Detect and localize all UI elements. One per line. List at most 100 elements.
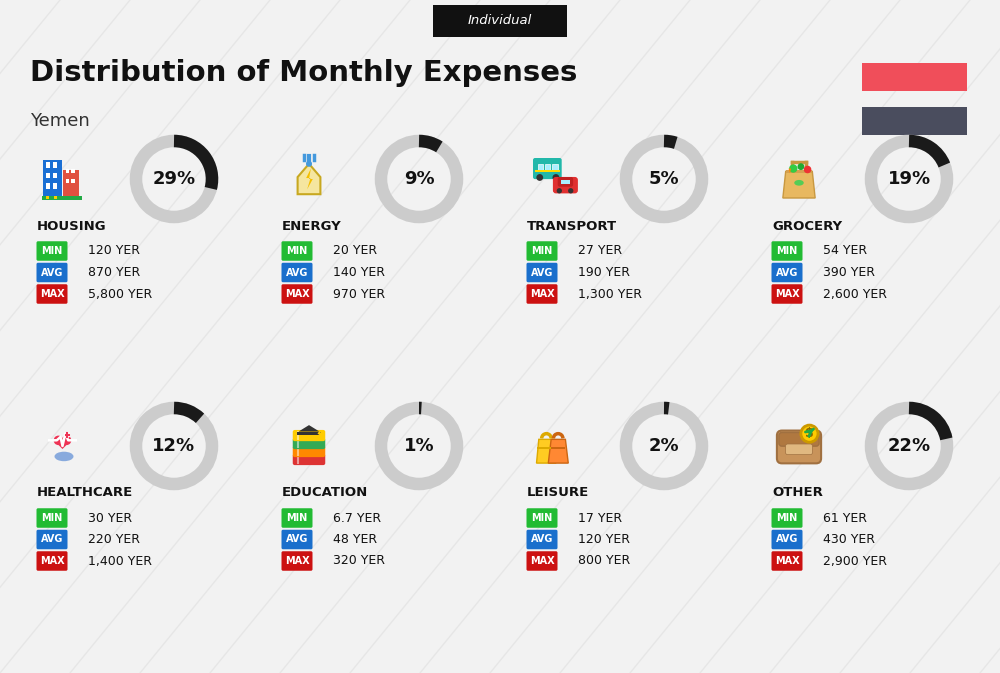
FancyBboxPatch shape	[772, 262, 802, 282]
FancyBboxPatch shape	[538, 164, 543, 170]
FancyBboxPatch shape	[433, 5, 567, 37]
FancyBboxPatch shape	[66, 169, 69, 174]
FancyBboxPatch shape	[282, 530, 312, 549]
Text: MIN: MIN	[286, 513, 308, 523]
Polygon shape	[306, 168, 313, 190]
Text: 54 YER: 54 YER	[823, 244, 867, 258]
Text: $: $	[805, 427, 814, 440]
FancyBboxPatch shape	[545, 164, 550, 170]
FancyBboxPatch shape	[526, 241, 558, 260]
Text: 390 YER: 390 YER	[823, 266, 875, 279]
FancyBboxPatch shape	[526, 530, 558, 549]
Text: 2,600 YER: 2,600 YER	[823, 287, 887, 301]
FancyBboxPatch shape	[282, 284, 312, 304]
Text: TRANSPORT: TRANSPORT	[527, 219, 617, 232]
FancyBboxPatch shape	[36, 284, 68, 304]
Text: AVG: AVG	[531, 267, 553, 277]
FancyBboxPatch shape	[772, 241, 802, 260]
Text: 970 YER: 970 YER	[333, 287, 385, 301]
Circle shape	[797, 164, 804, 170]
Text: OTHER: OTHER	[772, 487, 823, 499]
Text: AVG: AVG	[41, 534, 63, 544]
Text: 800 YER: 800 YER	[578, 555, 630, 567]
Text: 12%: 12%	[152, 437, 196, 455]
FancyBboxPatch shape	[46, 162, 50, 168]
Text: 19%: 19%	[887, 170, 931, 188]
Circle shape	[54, 435, 63, 445]
FancyBboxPatch shape	[862, 63, 967, 91]
Text: 22%: 22%	[887, 437, 931, 455]
Circle shape	[62, 435, 71, 445]
Text: 20 YER: 20 YER	[333, 244, 377, 258]
Text: 140 YER: 140 YER	[333, 266, 385, 279]
Text: HEALTHCARE: HEALTHCARE	[37, 487, 133, 499]
Text: MIN: MIN	[286, 246, 308, 256]
Text: MAX: MAX	[530, 556, 554, 566]
FancyBboxPatch shape	[526, 284, 558, 304]
FancyBboxPatch shape	[537, 447, 554, 449]
Text: EDUCATION: EDUCATION	[282, 487, 368, 499]
FancyBboxPatch shape	[36, 262, 68, 282]
FancyBboxPatch shape	[779, 433, 819, 446]
FancyBboxPatch shape	[36, 508, 68, 528]
Text: MIN: MIN	[776, 246, 798, 256]
Text: MAX: MAX	[775, 289, 799, 299]
Text: MAX: MAX	[775, 556, 799, 566]
FancyBboxPatch shape	[526, 262, 558, 282]
Text: 430 YER: 430 YER	[823, 533, 875, 546]
FancyBboxPatch shape	[561, 180, 570, 184]
Text: 17 YER: 17 YER	[578, 511, 622, 524]
Text: ENERGY: ENERGY	[282, 219, 342, 232]
FancyBboxPatch shape	[293, 446, 325, 457]
FancyBboxPatch shape	[535, 170, 560, 172]
FancyBboxPatch shape	[293, 438, 325, 449]
FancyBboxPatch shape	[551, 447, 565, 449]
FancyBboxPatch shape	[46, 183, 50, 188]
Text: MAX: MAX	[40, 289, 64, 299]
Text: AVG: AVG	[776, 534, 798, 544]
Text: 870 YER: 870 YER	[88, 266, 140, 279]
Text: MAX: MAX	[285, 289, 309, 299]
Circle shape	[789, 164, 797, 173]
FancyBboxPatch shape	[526, 551, 558, 571]
Text: 61 YER: 61 YER	[823, 511, 867, 524]
Text: 120 YER: 120 YER	[578, 533, 630, 546]
Text: GROCERY: GROCERY	[772, 219, 842, 232]
Text: MAX: MAX	[530, 289, 554, 299]
Polygon shape	[298, 164, 320, 194]
FancyBboxPatch shape	[282, 241, 312, 260]
Circle shape	[804, 166, 811, 174]
Text: 5%: 5%	[649, 170, 679, 188]
Text: AVG: AVG	[286, 534, 308, 544]
FancyBboxPatch shape	[54, 196, 57, 199]
FancyBboxPatch shape	[36, 530, 68, 549]
FancyBboxPatch shape	[297, 431, 321, 435]
FancyBboxPatch shape	[558, 177, 573, 186]
Circle shape	[568, 188, 573, 193]
Text: 220 YER: 220 YER	[88, 533, 140, 546]
FancyBboxPatch shape	[772, 551, 802, 571]
Text: 1,400 YER: 1,400 YER	[88, 555, 152, 567]
Circle shape	[557, 188, 562, 193]
Text: AVG: AVG	[41, 267, 63, 277]
FancyBboxPatch shape	[552, 164, 558, 170]
FancyBboxPatch shape	[42, 197, 82, 200]
FancyBboxPatch shape	[772, 530, 802, 549]
Polygon shape	[54, 440, 71, 449]
Text: 6.7 YER: 6.7 YER	[333, 511, 381, 524]
FancyBboxPatch shape	[282, 551, 312, 571]
Text: Individual: Individual	[468, 15, 532, 28]
FancyBboxPatch shape	[772, 508, 802, 528]
Text: MIN: MIN	[776, 513, 798, 523]
FancyBboxPatch shape	[293, 430, 325, 441]
Circle shape	[307, 162, 311, 166]
Text: MAX: MAX	[285, 556, 309, 566]
FancyBboxPatch shape	[553, 177, 578, 193]
Text: LEISURE: LEISURE	[527, 487, 589, 499]
Circle shape	[65, 432, 70, 437]
Text: 27 YER: 27 YER	[578, 244, 622, 258]
FancyBboxPatch shape	[282, 262, 312, 282]
Text: HOUSING: HOUSING	[37, 219, 107, 232]
Polygon shape	[548, 439, 568, 463]
FancyBboxPatch shape	[862, 107, 967, 135]
